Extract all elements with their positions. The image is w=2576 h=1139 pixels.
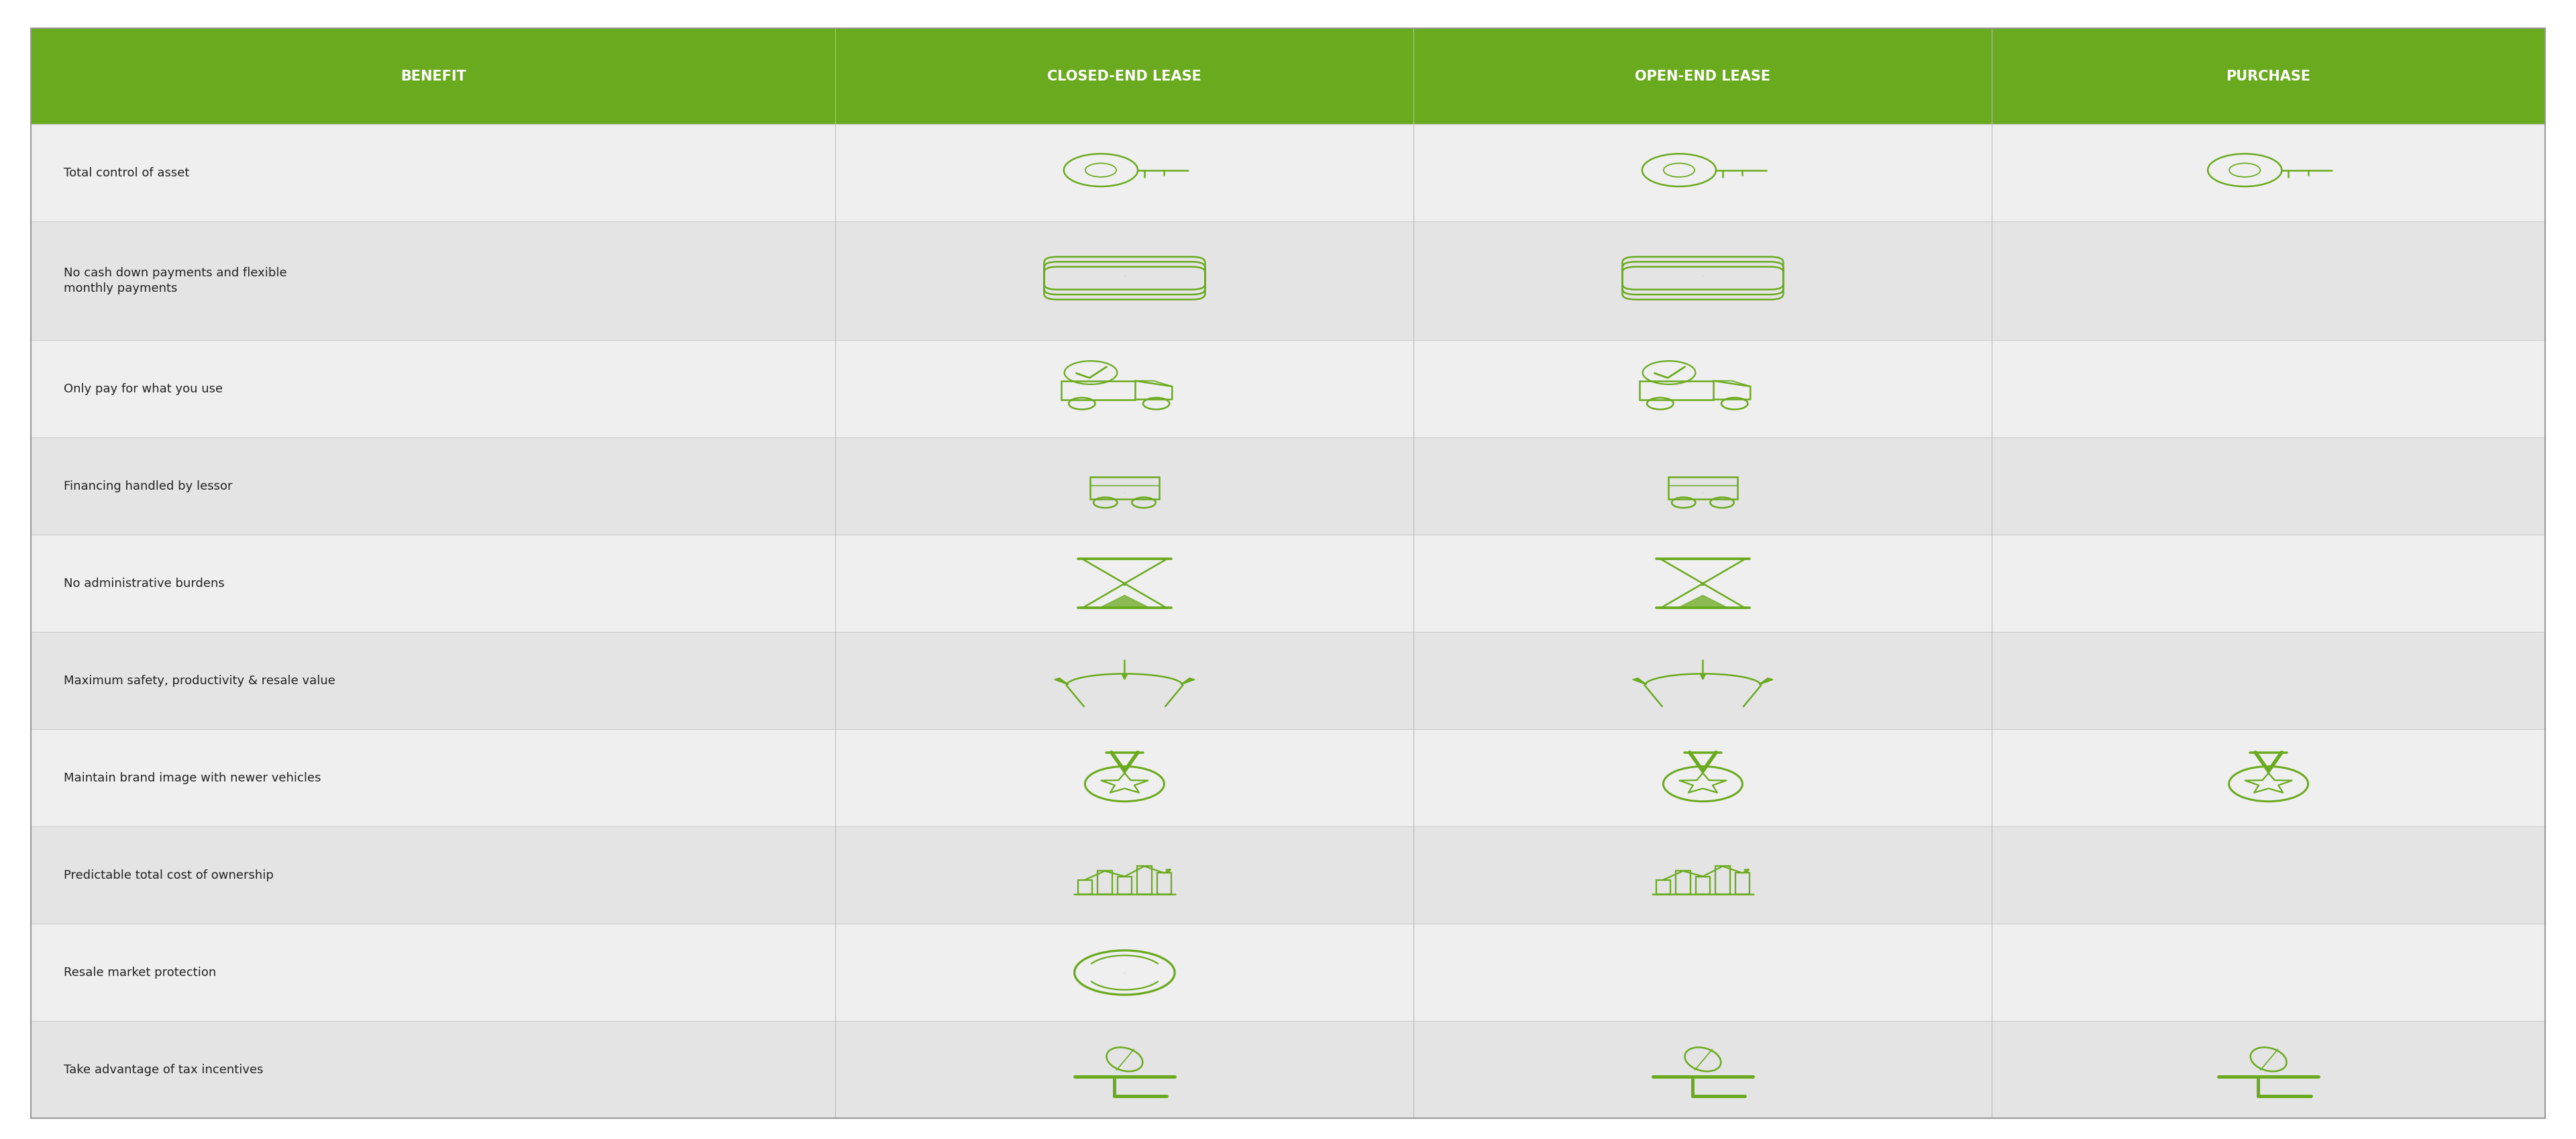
Text: Resale market protection: Resale market protection <box>64 967 216 978</box>
Polygon shape <box>1103 596 1149 607</box>
Text: No cash down payments and flexible
monthly payments: No cash down payments and flexible month… <box>64 268 286 295</box>
Bar <box>1090 477 1159 499</box>
Text: Only pay for what you use: Only pay for what you use <box>64 383 222 395</box>
Bar <box>31 437 2545 535</box>
Text: Maintain brand image with newer vehicles: Maintain brand image with newer vehicles <box>64 772 322 784</box>
Bar <box>31 729 2545 827</box>
Bar <box>1677 871 1690 894</box>
Bar <box>1716 867 1731 894</box>
Bar <box>1097 871 1113 894</box>
Bar <box>31 222 2545 341</box>
Bar <box>1669 477 1736 499</box>
Bar <box>1736 872 1749 894</box>
Text: Financing handled by lessor: Financing handled by lessor <box>64 481 232 492</box>
Bar <box>31 924 2545 1022</box>
Polygon shape <box>1680 596 1726 607</box>
Bar <box>31 28 2545 124</box>
Text: Predictable total cost of ownership: Predictable total cost of ownership <box>64 869 273 882</box>
Bar <box>31 535 2545 632</box>
Bar <box>1118 876 1131 894</box>
Bar <box>31 827 2545 924</box>
Bar <box>31 341 2545 437</box>
Text: PURCHASE: PURCHASE <box>2226 69 2311 83</box>
Text: Total control of asset: Total control of asset <box>64 167 188 179</box>
Bar <box>31 124 2545 222</box>
Text: CLOSED-END LEASE: CLOSED-END LEASE <box>1048 69 1200 83</box>
Bar <box>1638 380 1713 400</box>
Bar <box>31 632 2545 729</box>
Text: Take advantage of tax incentives: Take advantage of tax incentives <box>64 1064 263 1076</box>
Text: BENEFIT: BENEFIT <box>399 69 466 83</box>
Bar <box>1157 872 1172 894</box>
Text: OPEN-END LEASE: OPEN-END LEASE <box>1636 69 1770 83</box>
Bar <box>1656 879 1669 894</box>
Bar <box>1061 380 1136 400</box>
Text: No administrative burdens: No administrative burdens <box>64 577 224 590</box>
Bar <box>1695 876 1710 894</box>
Bar <box>1136 867 1151 894</box>
Bar <box>31 1022 2545 1118</box>
Text: Maximum safety, productivity & resale value: Maximum safety, productivity & resale va… <box>64 674 335 687</box>
Bar <box>1077 879 1092 894</box>
